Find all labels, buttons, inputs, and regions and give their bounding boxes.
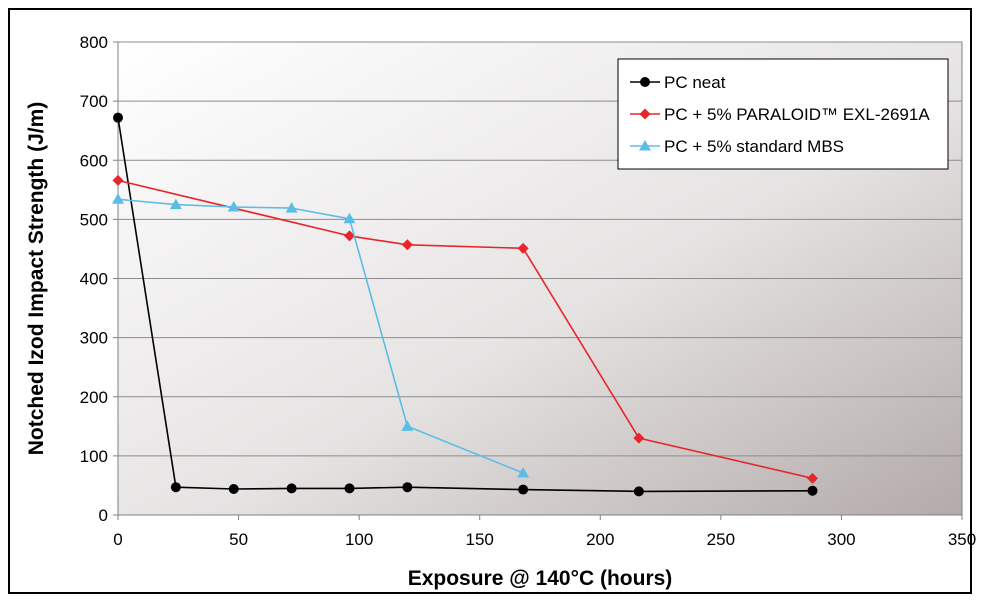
data-point	[633, 432, 645, 444]
legend-label: PC + 5% PARALOID™ EXL-2691A	[664, 105, 930, 124]
x-tick-label: 300	[827, 530, 855, 549]
legend-item: PC + 5% PARALOID™ EXL-2691A	[630, 105, 930, 124]
y-tick-label: 100	[80, 447, 108, 466]
data-point	[112, 193, 124, 204]
x-tick-label: 200	[586, 530, 614, 549]
x-tick-label: 150	[466, 530, 494, 549]
series-2	[112, 174, 818, 484]
y-tick-label: 800	[80, 33, 108, 52]
legend-label: PC + 5% standard MBS	[664, 137, 844, 156]
data-point	[286, 483, 297, 494]
y-tick-label: 0	[99, 506, 108, 525]
data-point	[517, 467, 530, 478]
x-axis-ticks: 0 50 100 150 200 250 300 350	[113, 515, 976, 549]
y-axis-title: Notched Izod Impact Strength (J/m)	[25, 102, 48, 456]
data-point	[112, 174, 124, 186]
legend-label: PC neat	[664, 73, 726, 92]
series-3	[112, 193, 530, 478]
y-tick-label: 200	[80, 388, 108, 407]
y-axis-ticks: 0 100 200 300 400 500 600 700 800	[80, 33, 118, 525]
data-point	[343, 212, 356, 224]
y-tick-label: 700	[80, 92, 108, 111]
data-point	[633, 486, 644, 497]
x-tick-label: 100	[345, 530, 373, 549]
gridlines	[118, 41, 962, 457]
x-tick-label: 0	[113, 530, 122, 549]
data-point	[228, 483, 239, 494]
x-tick-label: 250	[707, 530, 735, 549]
data-point	[344, 483, 355, 494]
data-point	[227, 200, 240, 212]
data-point	[401, 420, 414, 431]
series-layer	[112, 112, 818, 497]
series-1	[113, 112, 818, 497]
legend-marker	[639, 108, 651, 120]
legend-item: PC + 5% standard MBS	[630, 137, 844, 156]
data-point	[807, 485, 818, 496]
series-line	[117, 179, 813, 480]
data-point	[401, 239, 413, 251]
data-point	[285, 202, 298, 213]
data-point	[113, 112, 123, 123]
data-point	[518, 484, 529, 495]
y-tick-label: 400	[80, 270, 108, 289]
y-tick-label: 500	[80, 210, 108, 229]
legend-item: PC neat	[630, 73, 726, 92]
data-point	[806, 472, 818, 484]
data-point	[402, 482, 413, 493]
data-point	[170, 482, 181, 493]
x-tick-label: 350	[948, 530, 976, 549]
x-axis-title: Exposure @ 140°C (hours)	[408, 567, 673, 590]
x-tick-label: 50	[229, 530, 248, 549]
y-tick-label: 300	[80, 329, 108, 348]
data-point	[343, 230, 355, 242]
data-point	[169, 198, 182, 210]
legend: PC neat PC + 5% PARALOID™ EXL-2691A PC + 5…	[617, 58, 949, 170]
y-tick-label: 600	[80, 151, 108, 170]
legend-marker	[639, 140, 651, 151]
legend-box	[617, 58, 949, 170]
legend-marker	[640, 77, 650, 87]
data-point	[517, 242, 529, 254]
